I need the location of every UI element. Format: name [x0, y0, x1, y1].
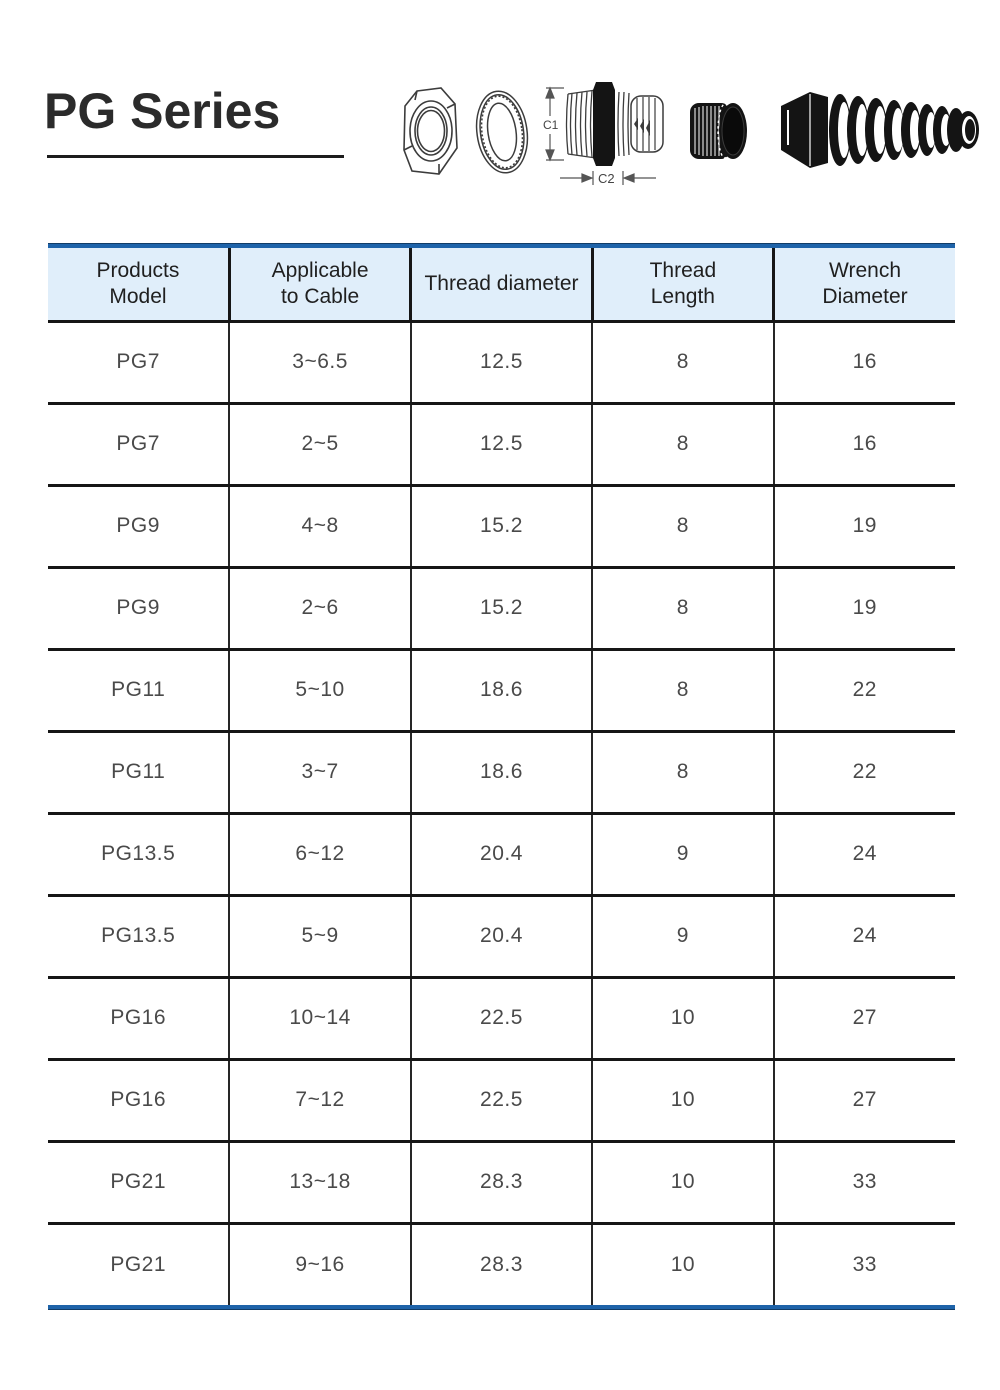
table-cell: PG21 — [48, 1141, 230, 1225]
table-row: PG11 5~10 18.6 8 22 — [48, 649, 955, 733]
table-cell: 3~6.5 — [228, 321, 411, 405]
table-cell: 10 — [591, 1141, 774, 1225]
table-cell: 8 — [591, 403, 774, 487]
table-row: PG7 3~6.5 12.5 8 16 — [48, 321, 955, 405]
table-cell: 15.2 — [409, 485, 593, 569]
table-row: PG21 13~18 28.3 10 33 — [48, 1141, 955, 1225]
table-cell: 9~16 — [228, 1223, 411, 1305]
table-row: PG7 2~5 12.5 8 16 — [48, 403, 955, 487]
table-cell: 33 — [772, 1223, 955, 1305]
spec-table-section: Products Model Applicable to Cable Threa… — [48, 243, 955, 1310]
table-cell: PG13.5 — [48, 895, 230, 979]
table-cell: 5~9 — [228, 895, 411, 979]
table-row: PG21 9~16 28.3 10 33 — [48, 1223, 955, 1305]
spec-table: Products Model Applicable to Cable Threa… — [48, 248, 955, 1305]
table-row: PG13.5 6~12 20.4 9 24 — [48, 813, 955, 897]
table-cell: 24 — [772, 895, 955, 979]
table-cell: 8 — [591, 321, 774, 405]
table-cell: 16 — [772, 321, 955, 405]
table-cell: PG11 — [48, 649, 230, 733]
table-cell: 22 — [772, 649, 955, 733]
hex-locknut-drawing — [403, 87, 458, 175]
table-row: PG16 7~12 22.5 10 27 — [48, 1059, 955, 1143]
table-cell: PG13.5 — [48, 813, 230, 897]
spec-table-header: Products Model Applicable to Cable Threa… — [48, 248, 955, 323]
table-cell: 22.5 — [409, 1059, 593, 1143]
table-row: PG13.5 5~9 20.4 9 24 — [48, 895, 955, 979]
col-header-wrench-diameter: Wrench Diameter — [772, 248, 955, 323]
table-cell: 18.6 — [409, 649, 593, 733]
table-cell: 8 — [591, 731, 774, 815]
table-cell: 20.4 — [409, 895, 593, 979]
table-cell: 27 — [772, 1059, 955, 1143]
table-cell: PG7 — [48, 321, 230, 405]
table-cell: 22 — [772, 731, 955, 815]
table-cell: PG9 — [48, 567, 230, 651]
col-header-thread-length: Thread Length — [590, 248, 774, 323]
table-cell: PG7 — [48, 403, 230, 487]
dim-c1-label: C1 — [543, 118, 559, 132]
table-row: PG9 2~6 15.2 8 19 — [48, 567, 955, 651]
dim-c2-label: C2 — [598, 171, 615, 186]
table-cell: 9 — [591, 895, 774, 979]
seal-ring-drawing — [475, 90, 529, 174]
table-cell: 18.6 — [409, 731, 593, 815]
table-row: PG11 3~7 18.6 8 22 — [48, 731, 955, 815]
table-cell: 9 — [591, 813, 774, 897]
col-header-products-model: Products Model — [48, 248, 230, 323]
table-cell: 33 — [772, 1141, 955, 1225]
table-cell: PG21 — [48, 1223, 230, 1305]
table-cell: 13~18 — [228, 1141, 411, 1225]
table-cell: 19 — [772, 567, 955, 651]
table-cell: 8 — [591, 649, 774, 733]
table-cell: 24 — [772, 813, 955, 897]
table-cell: 10~14 — [228, 977, 411, 1061]
col-header-applicable-to-cable: Applicable to Cable — [227, 248, 411, 323]
table-cell: PG16 — [48, 977, 230, 1061]
table-cell: 10 — [591, 1059, 774, 1143]
dome-cap-image — [690, 103, 747, 159]
table-bottom-accent-bar — [48, 1305, 955, 1310]
spiral-strain-relief-image — [781, 92, 979, 168]
col-header-thread-diameter: Thread diameter — [409, 248, 593, 323]
table-cell: 20.4 — [409, 813, 593, 897]
table-cell: 12.5 — [409, 403, 593, 487]
table-cell: 12.5 — [409, 321, 593, 405]
table-cell: 5~10 — [228, 649, 411, 733]
table-cell: 10 — [591, 977, 774, 1061]
table-cell: PG9 — [48, 485, 230, 569]
table-cell: 10 — [591, 1223, 774, 1305]
table-cell: 19 — [772, 485, 955, 569]
table-cell: 2~5 — [228, 403, 411, 487]
table-cell: PG11 — [48, 731, 230, 815]
table-cell: 8 — [591, 485, 774, 569]
table-cell: 27 — [772, 977, 955, 1061]
spec-table-body: PG7 3~6.5 12.5 8 16 PG7 2~5 12.5 8 16 PG9 4~8 15.2 8 1… — [48, 321, 955, 1305]
table-row: PG9 4~8 15.2 8 19 — [48, 485, 955, 569]
table-cell: PG16 — [48, 1059, 230, 1143]
table-cell: 2~6 — [228, 567, 411, 651]
table-cell: 6~12 — [228, 813, 411, 897]
table-cell: 28.3 — [409, 1223, 593, 1305]
table-top-accent-bar — [48, 243, 955, 248]
table-cell: 22.5 — [409, 977, 593, 1061]
title-underline — [47, 155, 344, 158]
table-cell: 15.2 — [409, 567, 593, 651]
table-cell: 7~12 — [228, 1059, 411, 1143]
table-cell: 3~7 — [228, 731, 411, 815]
table-cell: 8 — [591, 567, 774, 651]
gland-body-drawing: C1 — [543, 82, 664, 186]
page-title: PG Series — [44, 83, 281, 139]
table-cell: 4~8 — [228, 485, 411, 569]
table-cell: 16 — [772, 403, 955, 487]
table-row: PG16 10~14 22.5 10 27 — [48, 977, 955, 1061]
table-cell: 28.3 — [409, 1141, 593, 1225]
